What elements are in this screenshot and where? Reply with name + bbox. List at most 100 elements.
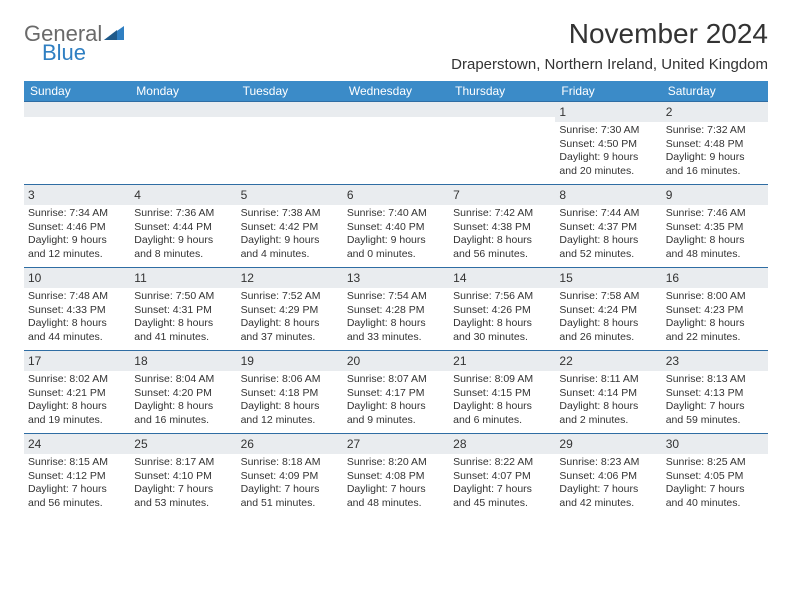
day-sunrise: Sunrise: 8:17 AM [134, 456, 232, 470]
day-number: 12 [241, 271, 254, 285]
day-sunrise: Sunrise: 7:36 AM [134, 207, 232, 221]
day-of-week-header: SundayMondayTuesdayWednesdayThursdayFrid… [24, 81, 768, 101]
day-number-row [237, 102, 343, 117]
day-daylight: Daylight: 7 hours and 40 minutes. [666, 483, 764, 510]
day-number-row: 26 [237, 434, 343, 454]
day-daylight: Daylight: 7 hours and 42 minutes. [559, 483, 657, 510]
day-number: 3 [28, 188, 35, 202]
day-cell: 28Sunrise: 8:22 AMSunset: 4:07 PMDayligh… [449, 434, 555, 516]
day-daylight: Daylight: 9 hours and 20 minutes. [559, 151, 657, 178]
day-daylight: Daylight: 7 hours and 53 minutes. [134, 483, 232, 510]
day-number: 24 [28, 437, 41, 451]
day-daylight: Daylight: 8 hours and 33 minutes. [347, 317, 445, 344]
day-number-row: 12 [237, 268, 343, 288]
day-number-row: 8 [555, 185, 661, 205]
day-number-row: 15 [555, 268, 661, 288]
week-row: 24Sunrise: 8:15 AMSunset: 4:12 PMDayligh… [24, 433, 768, 516]
day-sunrise: Sunrise: 8:15 AM [28, 456, 126, 470]
day-cell: 9Sunrise: 7:46 AMSunset: 4:35 PMDaylight… [662, 185, 768, 267]
day-body: Sunrise: 8:00 AMSunset: 4:23 PMDaylight:… [666, 290, 764, 345]
day-sunset: Sunset: 4:09 PM [241, 470, 339, 484]
day-number: 11 [134, 271, 146, 285]
day-sunrise: Sunrise: 8:25 AM [666, 456, 764, 470]
day-number-row [449, 102, 555, 117]
logo-text: General Blue [24, 24, 102, 64]
day-number: 6 [347, 188, 354, 202]
day-body: Sunrise: 7:52 AMSunset: 4:29 PMDaylight:… [241, 290, 339, 345]
day-sunset: Sunset: 4:10 PM [134, 470, 232, 484]
day-cell: 12 Sunrise: 7:52 AMSunset: 4:29 PMDayligh… [237, 268, 343, 350]
day-body: Sunrise: 7:46 AMSunset: 4:35 PMDaylight:… [666, 207, 764, 262]
day-daylight: Daylight: 8 hours and 30 minutes. [453, 317, 551, 344]
day-daylight: Daylight: 8 hours and 56 minutes. [453, 234, 551, 261]
day-sunrise: Sunrise: 7:46 AM [666, 207, 764, 221]
day-number: 2 [666, 105, 673, 119]
day-body: Sunrise: 7:56 AMSunset: 4:26 PMDaylight:… [453, 290, 551, 345]
day-sunrise: Sunrise: 7:42 AM [453, 207, 551, 221]
day-sunset: Sunset: 4:48 PM [666, 138, 764, 152]
day-daylight: Daylight: 9 hours and 8 minutes. [134, 234, 232, 261]
logo: General Blue [24, 18, 124, 64]
day-daylight: Daylight: 9 hours and 12 minutes. [28, 234, 126, 261]
day-daylight: Daylight: 8 hours and 16 minutes. [134, 400, 232, 427]
day-sunset: Sunset: 4:05 PM [666, 470, 764, 484]
day-number: 7 [453, 188, 460, 202]
day-body: Sunrise: 7:38 AMSunset: 4:42 PMDaylight:… [241, 207, 339, 262]
day-body: Sunrise: 8:06 AMSunset: 4:18 PMDaylight:… [241, 373, 339, 428]
day-body: Sunrise: 7:36 AMSunset: 4:44 PMDaylight:… [134, 207, 232, 262]
day-sunrise: Sunrise: 7:50 AM [134, 290, 232, 304]
day-daylight: Daylight: 8 hours and 52 minutes. [559, 234, 657, 261]
day-sunrise: Sunrise: 7:30 AM [559, 124, 657, 138]
day-sunrise: Sunrise: 7:52 AM [241, 290, 339, 304]
day-sunset: Sunset: 4:08 PM [347, 470, 445, 484]
day-sunrise: Sunrise: 7:34 AM [28, 207, 126, 221]
day-cell: 24Sunrise: 8:15 AMSunset: 4:12 PMDayligh… [24, 434, 130, 516]
day-body: Sunrise: 8:25 AMSunset: 4:05 PMDaylight:… [666, 456, 764, 511]
day-sunset: Sunset: 4:21 PM [28, 387, 126, 401]
day-body: Sunrise: 8:13 AMSunset: 4:13 PMDaylight:… [666, 373, 764, 428]
day-number: 15 [559, 271, 572, 285]
day-body: Sunrise: 8:18 AMSunset: 4:09 PMDaylight:… [241, 456, 339, 511]
day-sunrise: Sunrise: 8:22 AM [453, 456, 551, 470]
day-sunset: Sunset: 4:17 PM [347, 387, 445, 401]
day-daylight: Daylight: 8 hours and 37 minutes. [241, 317, 339, 344]
day-sunrise: Sunrise: 7:40 AM [347, 207, 445, 221]
day-sunrise: Sunrise: 8:07 AM [347, 373, 445, 387]
day-number: 28 [453, 437, 466, 451]
day-sunset: Sunset: 4:23 PM [666, 304, 764, 318]
day-cell [343, 102, 449, 184]
day-sunset: Sunset: 4:07 PM [453, 470, 551, 484]
day-number-row: 17 [24, 351, 130, 371]
week-row: 3Sunrise: 7:34 AMSunset: 4:46 PMDaylight… [24, 184, 768, 267]
day-number-row: 5 [237, 185, 343, 205]
day-daylight: Daylight: 7 hours and 59 minutes. [666, 400, 764, 427]
day-number-row: 22 [555, 351, 661, 371]
day-number-row: 25 [130, 434, 236, 454]
day-cell: 19Sunrise: 8:06 AMSunset: 4:18 PMDayligh… [237, 351, 343, 433]
day-cell: 30Sunrise: 8:25 AMSunset: 4:05 PMDayligh… [662, 434, 768, 516]
day-cell: 1Sunrise: 7:30 AMSunset: 4:50 PMDaylight… [555, 102, 661, 184]
day-sunrise: Sunrise: 7:48 AM [28, 290, 126, 304]
day-number: 23 [666, 354, 679, 368]
day-number-row: 2 [662, 102, 768, 122]
day-body: Sunrise: 7:42 AMSunset: 4:38 PMDaylight:… [453, 207, 551, 262]
day-body: Sunrise: 8:07 AMSunset: 4:17 PMDaylight:… [347, 373, 445, 428]
day-daylight: Daylight: 9 hours and 4 minutes. [241, 234, 339, 261]
day-cell: 27Sunrise: 8:20 AMSunset: 4:08 PMDayligh… [343, 434, 449, 516]
day-of-week-cell: Wednesday [343, 81, 449, 101]
day-sunrise: Sunrise: 8:02 AM [28, 373, 126, 387]
day-sunset: Sunset: 4:26 PM [453, 304, 551, 318]
day-sunrise: Sunrise: 7:54 AM [347, 290, 445, 304]
day-body: Sunrise: 8:23 AMSunset: 4:06 PMDaylight:… [559, 456, 657, 511]
day-sunrise: Sunrise: 7:32 AM [666, 124, 764, 138]
day-cell: 17Sunrise: 8:02 AMSunset: 4:21 PMDayligh… [24, 351, 130, 433]
day-of-week-cell: Thursday [449, 81, 555, 101]
day-of-week-cell: Friday [555, 81, 661, 101]
day-sunset: Sunset: 4:50 PM [559, 138, 657, 152]
day-number-row: 4 [130, 185, 236, 205]
day-cell: 16Sunrise: 8:00 AMSunset: 4:23 PMDayligh… [662, 268, 768, 350]
day-body: Sunrise: 7:40 AMSunset: 4:40 PMDaylight:… [347, 207, 445, 262]
day-cell: 10Sunrise: 7:48 AMSunset: 4:33 PMDayligh… [24, 268, 130, 350]
day-sunrise: Sunrise: 7:58 AM [559, 290, 657, 304]
day-body: Sunrise: 8:02 AMSunset: 4:21 PMDaylight:… [28, 373, 126, 428]
